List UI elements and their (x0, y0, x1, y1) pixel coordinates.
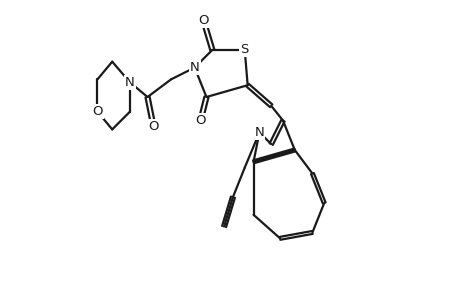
Text: N: N (125, 76, 134, 89)
Text: O: O (198, 14, 208, 27)
Text: O: O (195, 114, 205, 127)
Text: N: N (254, 126, 264, 139)
Text: N: N (190, 61, 199, 74)
Text: S: S (240, 44, 248, 56)
Text: O: O (92, 105, 102, 118)
Text: O: O (148, 120, 158, 133)
